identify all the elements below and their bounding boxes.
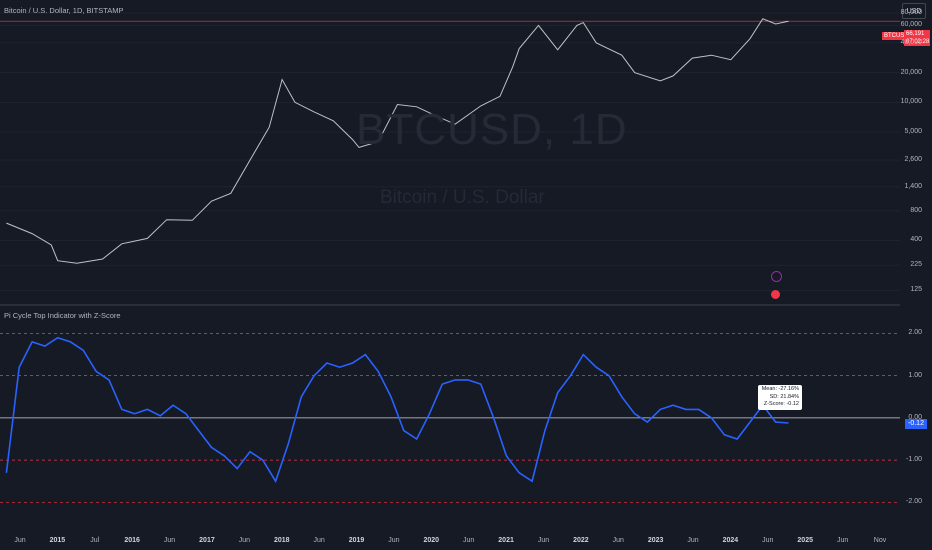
price-axis-tick: 60,000 [900,21,922,29]
price-axis-tick: 10,000 [900,98,922,106]
zscore-value-badge: -0.12 [905,419,927,429]
price-axis-tick: 5,000 [904,128,922,136]
time-axis-tick: 2018 [273,537,290,544]
currency-button[interactable]: USD [902,3,926,19]
price-line [6,18,789,264]
time-axis-tick: Jul [90,537,100,544]
flag-icon[interactable] [771,290,780,299]
watermark-ticker: BTCUSD, 1D [356,105,628,154]
indicator-title[interactable]: Pi Cycle Top Indicator with Z-Score [4,311,121,320]
time-axis-tick: Jun [537,537,550,544]
price-axis-tick: 125 [910,286,922,294]
last-price: 66,191 [906,31,925,37]
time-axis-tick: Jun [14,537,26,544]
tooltip-sd: SD: 21.84% [769,393,799,400]
price-axis-tick: 2,600 [904,156,922,164]
zscore-axis-tick: 1.00 [908,371,922,379]
time-axis-tick: Jun [388,537,400,544]
time-axis-tick: Jun [687,537,699,544]
zscore-axis-tick: -1.00 [906,456,922,464]
time-axis-tick: 2023 [647,537,664,544]
time-axis-tick: Nov [873,537,887,544]
price-axis-tick: 40,000 [900,38,922,46]
time-axis-tick: Jun [612,537,624,544]
time-axis-tick: 2015 [49,537,66,544]
price-axis-tick: 800 [910,206,922,214]
time-axis-tick: Jun [163,537,176,544]
time-axis-tick: Jun [463,537,475,544]
time-axis-tick: 2016 [124,537,140,544]
zscore-axis-tick: 2.00 [908,329,922,337]
tooltip-mean: Mean: -27.16% [761,386,799,392]
time-axis-tick: 2020 [423,537,440,544]
time-axis-tick: Jun [313,537,325,544]
price-axis-tick: 80,000 [900,9,922,17]
zscore-axis-tick: 0.00 [908,413,922,421]
price-badge: 66,191 07:02:28 [904,30,930,46]
time-axis-tick: 2021 [498,537,514,544]
symbol-title[interactable]: Bitcoin / U.S. Dollar, 1D, BITSTAMP [4,6,124,15]
zscore-axis-tick: -2.00 [906,498,922,506]
time-axis-tick: 2017 [199,537,215,544]
price-axis-tick: 20,000 [900,68,922,76]
zscore-line [5,336,789,484]
time-axis-tick: Jun [238,537,250,544]
time-axis-tick: Jun [836,537,849,544]
time-axis-tick: 2022 [573,537,589,544]
price-axis-tick: 1,400 [904,182,922,190]
bar-countdown: 07:02:28 [906,39,930,45]
time-axis-tick: 2024 [722,537,739,544]
time-axis-tick: 2025 [797,537,813,544]
tooltip-zscore: Z-Score: -0.12 [763,401,799,407]
flash-icon[interactable] [771,271,782,282]
time-axis-tick: Jun [762,537,774,544]
watermark-name: Bitcoin / U.S. Dollar [380,187,545,208]
symbol-badge: BTCUSD [882,32,911,40]
price-axis-tick: 225 [910,261,922,269]
zscore-tooltip: Mean: -27.16% SD: 21.84% Z-Score: -0.12 [758,385,802,410]
price-axis-tick: 400 [910,236,922,244]
time-axis-tick: 2019 [348,537,365,544]
